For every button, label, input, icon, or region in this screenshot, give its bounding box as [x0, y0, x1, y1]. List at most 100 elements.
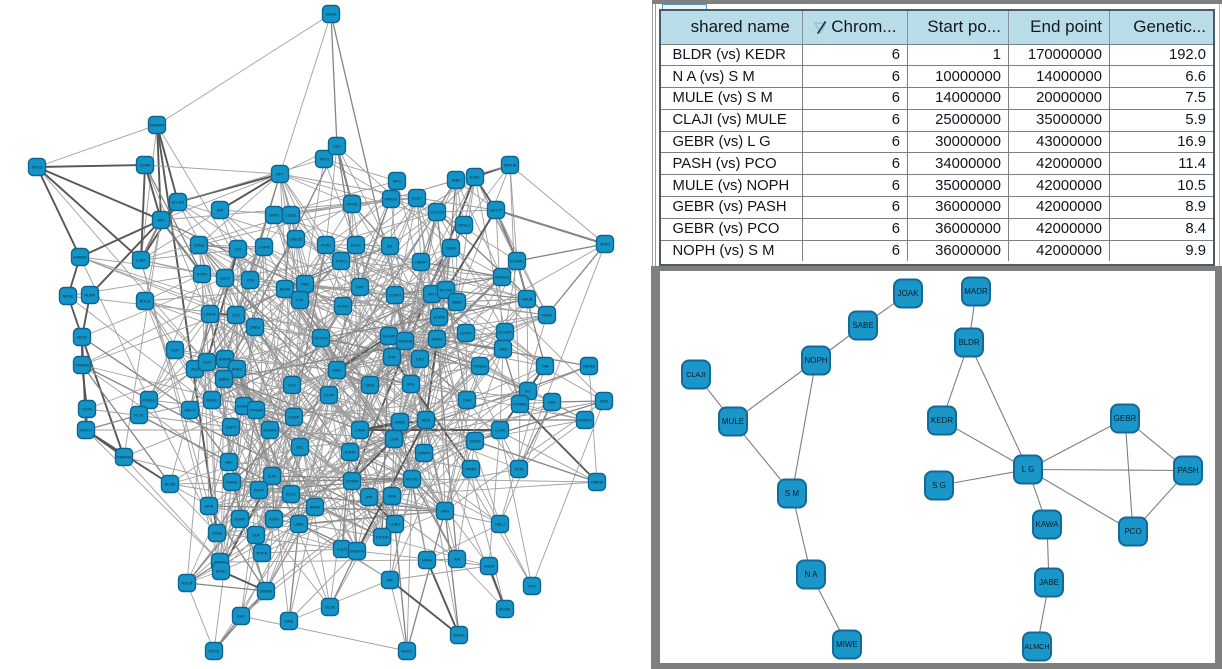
svg-text:UHJ: UHJ [288, 384, 295, 388]
svg-text:CUHT: CUHT [226, 426, 237, 430]
svg-text:GCKW: GCKW [433, 316, 445, 320]
svg-text:ALI: ALI [525, 390, 531, 394]
svg-text:HKE: HKE [548, 401, 556, 405]
svg-text:SCCCN: SCCCN [430, 211, 444, 215]
svg-text:ARDA: ARDA [310, 506, 321, 510]
svg-text:EJM: EJM [268, 475, 276, 479]
svg-text:RKE: RKE [301, 283, 309, 287]
svg-text:LHBU: LHBU [390, 523, 400, 527]
svg-text:DFGU: DFGU [32, 166, 43, 170]
svg-text:CMWTI: CMWTI [418, 452, 431, 456]
svg-text:JITB: JITB [246, 279, 254, 283]
svg-text:FCJK: FCJK [134, 414, 144, 418]
svg-text:SIFB: SIFB [205, 505, 214, 509]
svg-text:MNE: MNE [285, 620, 294, 624]
svg-text:HKOB: HKOB [347, 203, 358, 207]
svg-text:ELLHO: ELLHO [172, 201, 184, 205]
svg-text:LWEU: LWEU [250, 326, 261, 330]
svg-text:GCUUP: GCUUP [498, 331, 512, 335]
svg-text:KLEU: KLEU [412, 197, 422, 201]
svg-text:HMRM: HMRM [591, 481, 603, 485]
svg-text:IHFC: IHFC [393, 180, 402, 184]
svg-text:RRMFM: RRMFM [117, 456, 131, 460]
svg-text:HWHP: HWHP [415, 261, 427, 265]
svg-text:ECSMU: ECSMU [510, 260, 524, 264]
svg-text:KAWA: KAWA [1036, 520, 1060, 529]
svg-text:S G: S G [932, 481, 946, 490]
svg-text:N A: N A [805, 570, 819, 579]
svg-text:MCDLB: MCDLB [495, 276, 509, 280]
svg-text:FNSS: FNSS [542, 314, 553, 318]
svg-text:MDLTI: MDLTI [184, 409, 195, 413]
svg-text:MSL: MSL [407, 383, 415, 387]
svg-text:OOWR: OOWR [346, 480, 358, 484]
svg-text:BKJ: BKJ [158, 219, 165, 223]
svg-text:PWBT: PWBT [466, 468, 478, 472]
svg-text:NBNBI: NBNBI [583, 365, 595, 369]
svg-text:SWOW: SWOW [260, 590, 273, 594]
svg-text:SJH: SJH [171, 349, 178, 353]
svg-text:GRNI: GRNI [269, 214, 279, 218]
svg-text:USNU: USNU [194, 244, 205, 248]
svg-text:OCEE: OCEE [212, 532, 223, 536]
svg-text:LGM: LGM [390, 438, 398, 442]
svg-text:SABE: SABE [852, 321, 873, 330]
svg-text:FJTFJ: FJTFJ [336, 260, 347, 264]
svg-text:BLDR: BLDR [958, 338, 980, 347]
svg-text:CBEO: CBEO [446, 247, 457, 251]
svg-text:PLKK: PLKK [321, 244, 331, 248]
svg-text:RFSLJ: RFSLJ [458, 224, 470, 228]
svg-text:ELK: ELK [333, 145, 341, 149]
svg-text:NOCB: NOCB [182, 582, 193, 586]
svg-text:KDII: KDII [203, 361, 210, 365]
svg-text:PCO: PCO [1124, 527, 1141, 536]
svg-text:PBOG: PBOG [432, 338, 443, 342]
svg-text:AOMUE: AOMUE [73, 256, 87, 260]
svg-text:WCE: WCE [422, 419, 431, 423]
svg-text:L G: L G [1022, 465, 1035, 474]
svg-text:HGMPO: HGMPO [578, 419, 592, 423]
svg-text:DLWT: DLWT [254, 489, 265, 493]
svg-text:JFMG: JFMG [600, 243, 610, 247]
svg-text:NRH: NRH [441, 510, 449, 514]
svg-text:EKMJ: EKMJ [216, 570, 226, 574]
svg-text:DBTHB: DBTHB [504, 164, 517, 168]
svg-text:LUEP: LUEP [136, 259, 146, 263]
svg-text:GKTJP: GKTJP [490, 209, 503, 213]
svg-text:OMIJ: OMIJ [365, 384, 374, 388]
svg-text:BMIMN: BMIMN [219, 358, 232, 362]
svg-text:LJMM: LJMM [355, 429, 365, 433]
svg-text:LBKE: LBKE [294, 523, 304, 527]
svg-text:NNGC: NNGC [401, 650, 412, 654]
svg-text:FBCJ: FBCJ [495, 523, 505, 527]
svg-text:OMJO: OMJO [470, 440, 481, 444]
svg-text:JABE: JABE [1039, 578, 1059, 587]
svg-text:CCWO: CCWO [460, 332, 472, 336]
svg-text:DBRA: DBRA [219, 378, 230, 382]
svg-text:CLAJI: CLAJI [686, 370, 706, 379]
svg-text:UOPM: UOPM [258, 246, 269, 250]
svg-text:BTPH: BTPH [197, 273, 207, 277]
svg-text:LBLG: LBLG [220, 277, 230, 281]
svg-text:GGMJM: GGMJM [237, 405, 251, 409]
svg-text:GEBR: GEBR [1114, 414, 1137, 423]
svg-text:COJ: COJ [232, 314, 240, 318]
svg-text:ECKC: ECKC [351, 244, 362, 248]
svg-text:DRGD: DRGD [453, 634, 464, 638]
svg-text:ELRK: ELRK [470, 176, 480, 180]
svg-text:OEL: OEL [296, 446, 304, 450]
svg-text:ALMCH: ALMCH [1024, 642, 1049, 651]
svg-text:JOAK: JOAK [898, 289, 920, 298]
svg-text:LUUJ: LUUJ [337, 548, 347, 552]
svg-text:ETHSH: ETHSH [376, 536, 389, 540]
svg-text:CFTCM: CFTCM [314, 337, 327, 341]
svg-text:LAIFW: LAIFW [204, 313, 216, 317]
svg-text:AFTOC: AFTOC [406, 478, 419, 482]
svg-text:MULE: MULE [722, 417, 744, 426]
svg-text:SNKC: SNKC [232, 368, 243, 372]
svg-text:GGDFW: GGDFW [350, 550, 365, 554]
svg-text:RHUA: RHUA [140, 300, 151, 304]
svg-text:NUMF: NUMF [85, 294, 97, 298]
svg-text:TAB: TAB [541, 365, 549, 369]
svg-text:TMHKN: TMHKN [75, 364, 89, 368]
